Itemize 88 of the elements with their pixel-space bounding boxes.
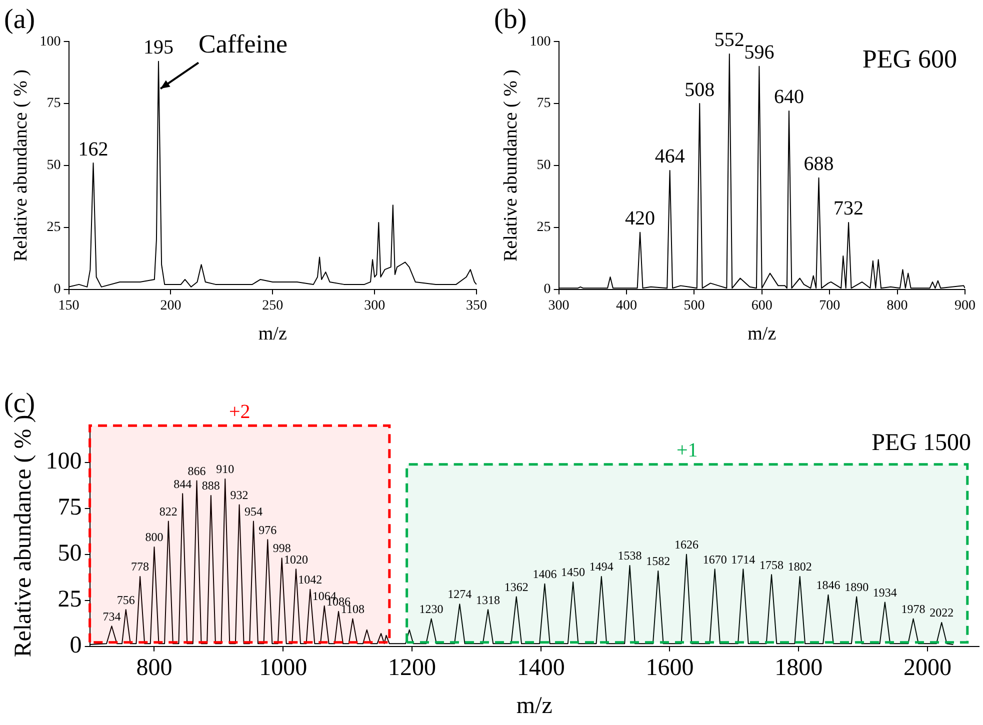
annotation: 1626 bbox=[674, 538, 698, 552]
annotation: 1670 bbox=[702, 552, 727, 566]
annotation: 1802 bbox=[788, 560, 812, 574]
y-tick-label: 0 bbox=[544, 282, 551, 298]
annotation: PEG 1500 bbox=[872, 430, 971, 456]
annotation: 1494 bbox=[589, 560, 614, 574]
annotation: 976 bbox=[258, 522, 277, 537]
x-tick-label: 250 bbox=[262, 298, 284, 314]
x-tick-label: 300 bbox=[364, 298, 386, 314]
y-axis-title: Relative abundance ( % ) bbox=[10, 69, 32, 262]
annotation: 800 bbox=[145, 530, 164, 544]
annotation: 1846 bbox=[816, 578, 840, 592]
x-tick-label: 700 bbox=[819, 298, 840, 314]
x-tick-label: 1800 bbox=[774, 655, 823, 682]
y-tick-label: 50 bbox=[46, 158, 61, 174]
y-tick-label: 50 bbox=[536, 158, 551, 174]
x-tick-label: 600 bbox=[751, 298, 772, 314]
annotation: 508 bbox=[684, 78, 715, 101]
annotation: 162 bbox=[78, 138, 108, 160]
annotation: 1450 bbox=[561, 565, 586, 580]
annotation: 866 bbox=[188, 464, 206, 478]
x-axis-title: m/z bbox=[258, 324, 287, 345]
x-tick-label: 1200 bbox=[388, 655, 436, 682]
annotation: 734 bbox=[102, 609, 121, 624]
chart-title: (a) bbox=[4, 4, 36, 36]
annotation: 464 bbox=[654, 146, 685, 168]
y-tick-label: 25 bbox=[536, 220, 551, 236]
annotation: 1406 bbox=[532, 566, 557, 581]
y-tick-label: 100 bbox=[530, 34, 551, 50]
annotation: 1582 bbox=[646, 554, 670, 568]
x-tick-label: 1400 bbox=[516, 655, 565, 682]
x-tick-label: 800 bbox=[136, 655, 172, 682]
annotation: 1714 bbox=[731, 552, 756, 566]
annotation: 732 bbox=[834, 198, 864, 220]
annotation: 688 bbox=[804, 153, 834, 176]
annotation: 640 bbox=[774, 86, 804, 108]
y-tick-label: 75 bbox=[46, 96, 61, 112]
y-tick-label: 0 bbox=[70, 632, 82, 659]
annotation: PEG 600 bbox=[862, 44, 957, 74]
y-tick-label: 25 bbox=[58, 586, 82, 613]
y-tick-label: 25 bbox=[46, 220, 61, 236]
x-tick-label: 150 bbox=[58, 298, 80, 314]
annotation: 1362 bbox=[504, 580, 528, 594]
x-tick-label: 1000 bbox=[259, 655, 308, 682]
chart-title: (b) bbox=[494, 4, 527, 36]
annotation: 778 bbox=[131, 560, 150, 574]
annotation: 822 bbox=[159, 504, 178, 518]
x-tick-label: 350 bbox=[466, 298, 487, 314]
x-tick-label: 500 bbox=[684, 298, 705, 314]
x-tick-label: 1600 bbox=[646, 655, 694, 682]
annotation: 1538 bbox=[618, 548, 642, 563]
x-tick-label: 800 bbox=[886, 298, 908, 314]
annotation: 954 bbox=[244, 504, 262, 518]
annotation: Caffeine bbox=[198, 30, 288, 59]
x-axis-title: m/z bbox=[516, 692, 552, 719]
annotation: 1934 bbox=[872, 585, 897, 600]
x-tick-label: 200 bbox=[160, 298, 182, 314]
annotation: 420 bbox=[625, 208, 656, 230]
annotation: 1978 bbox=[901, 602, 926, 616]
annotation: 596 bbox=[744, 42, 774, 64]
annotation: 552 bbox=[714, 29, 744, 52]
x-tick-label: 2000 bbox=[903, 655, 952, 682]
annotation: 932 bbox=[230, 488, 248, 502]
y-tick-label: 50 bbox=[58, 540, 82, 567]
annotation: 1274 bbox=[448, 587, 472, 602]
y-tick-label: 100 bbox=[40, 34, 61, 50]
annotation: 1318 bbox=[476, 592, 500, 607]
annotation: 844 bbox=[174, 476, 192, 491]
annotation: 1042 bbox=[298, 572, 322, 587]
y-tick-label: 100 bbox=[46, 448, 82, 475]
y-tick-label: 75 bbox=[58, 494, 82, 521]
annotation: 1758 bbox=[760, 558, 784, 572]
x-axis-title: m/z bbox=[748, 324, 776, 345]
x-tick-label: 300 bbox=[548, 298, 570, 314]
y-tick-label: 0 bbox=[54, 282, 61, 298]
x-tick-label: 900 bbox=[954, 298, 976, 314]
annotation: 888 bbox=[202, 478, 220, 493]
annotation: 910 bbox=[216, 462, 234, 476]
annotation: 2022 bbox=[930, 606, 954, 620]
annotation: 756 bbox=[116, 592, 135, 607]
x-tick-label: 400 bbox=[616, 298, 637, 314]
band-label: +2 bbox=[228, 400, 250, 423]
y-tick-label: 75 bbox=[536, 96, 551, 112]
band-label: +1 bbox=[676, 440, 698, 462]
y-axis-title: Relative abundance ( % ) bbox=[500, 69, 522, 262]
annotation: 1890 bbox=[844, 580, 869, 594]
annotation: 1230 bbox=[419, 602, 444, 616]
annotation: 195 bbox=[143, 36, 174, 59]
